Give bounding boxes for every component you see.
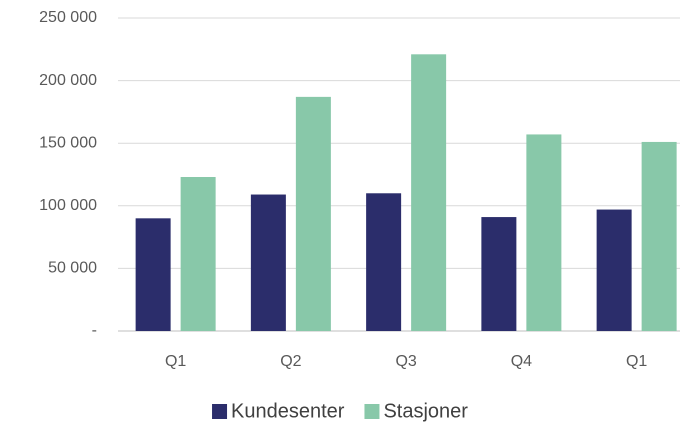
y-tick-label: 150 000 — [39, 134, 97, 151]
legend-swatch — [364, 404, 380, 419]
bar — [411, 54, 447, 332]
y-tick-label: - — [92, 322, 97, 339]
y-tick-label: 200 000 — [39, 72, 97, 89]
y-tick-label: 100 000 — [39, 197, 97, 214]
bar — [295, 96, 331, 331]
bar — [596, 209, 632, 331]
x-tick-label: Q2 — [280, 353, 301, 370]
legend-label: Stasjoner — [383, 400, 468, 422]
bar — [250, 194, 286, 331]
x-tick-label: Q1 — [165, 353, 186, 370]
bar — [481, 217, 517, 331]
x-tick-label: Q3 — [395, 353, 416, 370]
bar — [180, 177, 216, 331]
bar — [366, 193, 402, 331]
legend-label: Kundesenter — [231, 400, 345, 422]
legend-swatch — [212, 404, 228, 419]
bar — [526, 134, 562, 331]
y-tick-label: 250 000 — [39, 9, 97, 26]
bar — [641, 141, 677, 331]
y-tick-label: 50 000 — [48, 260, 97, 277]
x-tick-label: Q4 — [511, 353, 532, 370]
x-tick-label: Q1 — [626, 353, 647, 370]
bar — [135, 218, 171, 331]
